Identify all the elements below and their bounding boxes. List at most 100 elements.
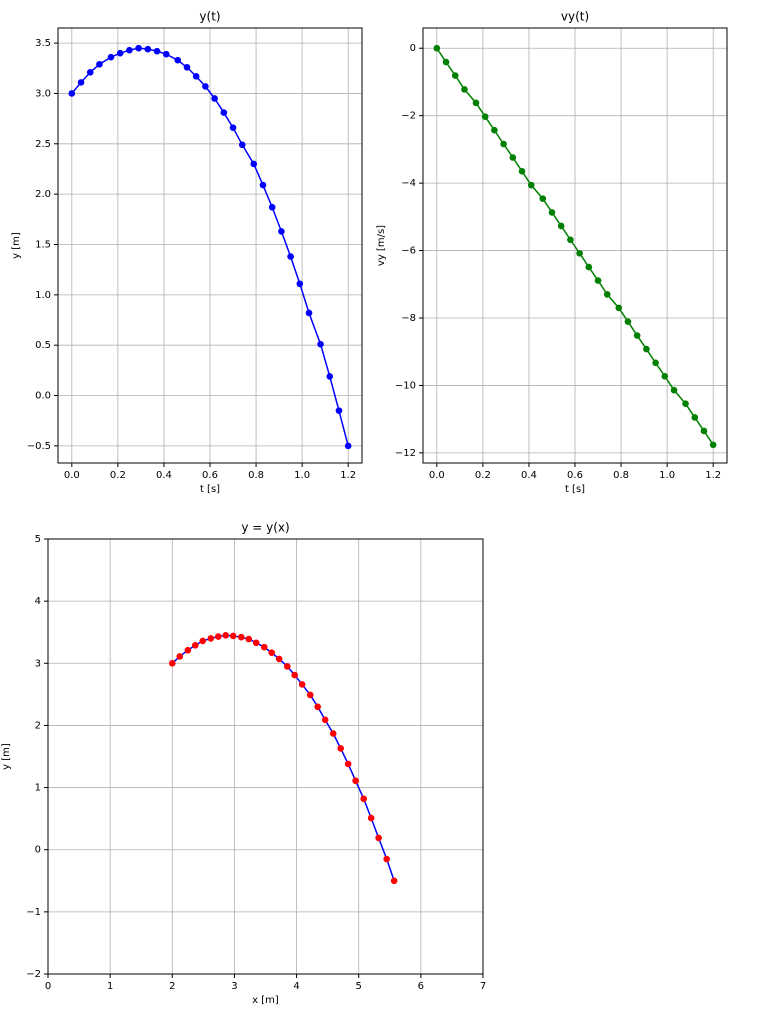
data-point — [337, 745, 344, 752]
y-tick-label: 3.5 — [35, 38, 51, 49]
data-point — [207, 635, 215, 642]
data-point — [183, 63, 191, 71]
y-axis-label: y [m] — [1, 743, 12, 770]
data-point — [652, 359, 659, 367]
axes-frame — [57, 27, 363, 464]
x-tick-label: 1 — [107, 981, 113, 992]
data-point — [451, 72, 459, 79]
data-point — [77, 79, 85, 86]
data-point — [174, 56, 182, 64]
data-point — [291, 671, 299, 679]
y-tick-label: −1 — [26, 907, 41, 918]
y-tick-label: 0 — [35, 845, 41, 856]
y-tick-label: 2.5 — [35, 139, 51, 150]
y-tick-label: 0.5 — [35, 340, 51, 351]
data-point — [461, 86, 468, 93]
x-tick-label: 0.2 — [475, 470, 491, 481]
data-point — [661, 373, 669, 380]
y-tick-label: 5 — [35, 534, 41, 545]
data-point — [624, 318, 632, 326]
data-point — [557, 222, 565, 230]
data-point — [375, 834, 382, 842]
data-point — [305, 309, 313, 317]
data-point — [344, 760, 352, 768]
y-axis-label: vy [m/s] — [376, 225, 387, 266]
data-point — [192, 73, 200, 80]
x-tick-label: 0.8 — [248, 470, 264, 481]
x-tick-label: 5 — [356, 981, 362, 992]
data-point — [442, 58, 450, 66]
data-point — [709, 441, 717, 449]
chart-title: y = y(x) — [241, 521, 289, 535]
data-point — [344, 442, 352, 450]
axes-frame — [47, 538, 484, 975]
x-tick-label: 2 — [169, 981, 175, 992]
x-tick-label: 7 — [480, 981, 486, 992]
data-point — [491, 126, 498, 134]
y-tick-label: 4 — [35, 596, 41, 607]
data-point — [191, 641, 199, 649]
data-point — [296, 280, 304, 288]
data-point — [329, 730, 337, 737]
y-tick-label: −2 — [26, 969, 41, 980]
y-tick-label: 3 — [35, 658, 41, 669]
data-point — [116, 49, 124, 57]
data-point — [360, 795, 367, 803]
data-point — [238, 141, 246, 149]
x-tick-label: 0 — [45, 981, 51, 992]
x-tick-label: 6 — [418, 981, 424, 992]
data-point — [278, 228, 285, 235]
data-point — [245, 635, 253, 643]
data-point — [162, 50, 170, 58]
data-point — [548, 209, 556, 216]
data-point — [298, 681, 306, 688]
data-point — [252, 639, 260, 647]
data-point — [518, 168, 526, 175]
data-point — [306, 691, 314, 699]
data-point — [321, 716, 329, 724]
data-line — [171, 634, 395, 882]
axes-frame — [422, 27, 728, 464]
data-point — [126, 46, 133, 54]
x-tick-label: 0.0 — [64, 470, 80, 481]
data-point — [144, 45, 152, 53]
data-point — [214, 633, 222, 640]
x-tick-label: 0.6 — [202, 470, 218, 481]
data-point — [594, 277, 602, 284]
y-tick-label: −2 — [401, 111, 416, 122]
data-point — [317, 340, 324, 348]
y-tick-label: 1 — [35, 783, 41, 794]
data-point — [390, 877, 398, 885]
y-tick-label: −12 — [395, 448, 416, 459]
y-tick-label: −0.5 — [27, 441, 51, 452]
data-point — [576, 249, 583, 257]
data-point — [539, 195, 547, 202]
x-tick-label: 0.2 — [110, 470, 126, 481]
data-point — [615, 304, 623, 312]
y-tick-label: 3.0 — [35, 88, 51, 99]
data-point — [68, 90, 76, 97]
data-point — [527, 181, 535, 189]
x-tick-label: 0.0 — [429, 470, 445, 481]
y-axis-label: y [m] — [11, 232, 22, 259]
x-tick-label: 0.4 — [521, 470, 537, 481]
data-point — [229, 124, 237, 131]
data-point — [500, 140, 507, 148]
data-point — [222, 632, 230, 639]
data-point — [168, 659, 176, 667]
y-tick-label: 2 — [35, 720, 41, 731]
data-point — [367, 814, 375, 822]
y-tick-label: 2.0 — [35, 189, 51, 200]
data-point — [283, 663, 291, 670]
data-point — [184, 646, 192, 654]
y-tick-label: 0 — [410, 43, 416, 54]
data-point — [682, 400, 689, 407]
data-point — [259, 181, 267, 189]
y-tick-label: 1.5 — [35, 239, 51, 250]
y-tick-label: 0.0 — [35, 391, 51, 402]
data-point — [643, 345, 650, 353]
data-point — [135, 44, 142, 52]
x-tick-label: 0.4 — [156, 470, 172, 481]
x-tick-label: 0.8 — [613, 470, 629, 481]
